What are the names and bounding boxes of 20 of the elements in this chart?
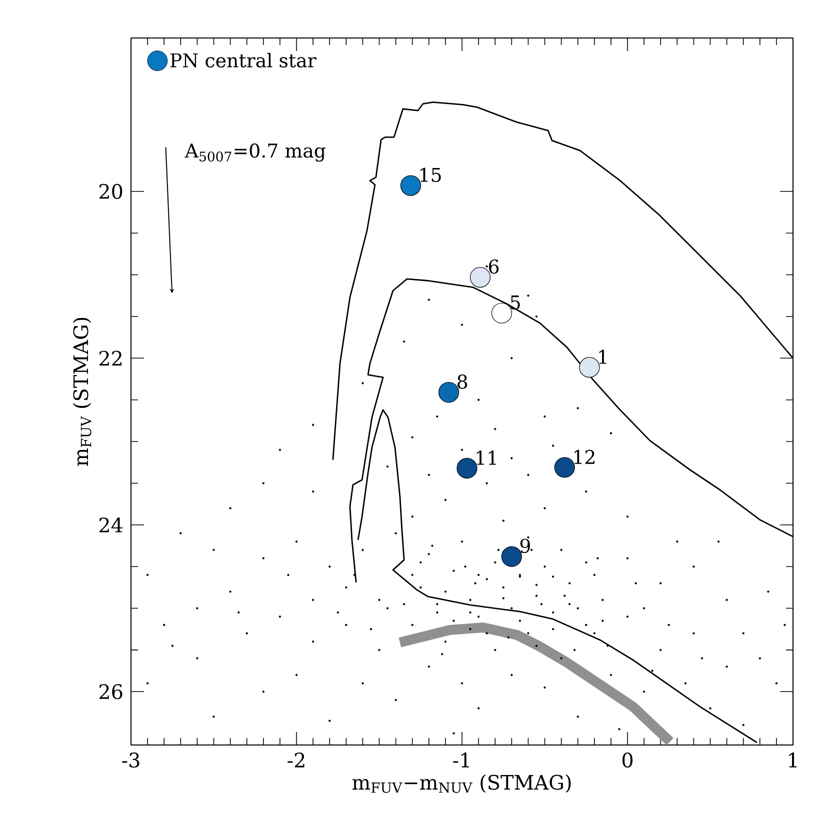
x-tick-label: -1 (453, 752, 469, 768)
annotation: 15 (420, 168, 441, 182)
x-tick-label: 0 (622, 752, 633, 768)
annotation: 12 (574, 450, 594, 464)
x-tick-label: -2 (288, 752, 304, 768)
x-tick-label: -3 (122, 752, 140, 768)
y-tick-label: 22 (99, 350, 122, 366)
annotation: 1 (599, 350, 606, 364)
annotation: 11 (476, 450, 496, 465)
legend-label: PN central star (170, 52, 316, 68)
y-tick-label: 20 (99, 184, 122, 199)
x-axis-title: m$_{FUV}$−m$_{NUV}$ (STMAG) (352, 774, 571, 793)
x-tick-label: 1 (789, 752, 797, 768)
annotation: 6 (488, 259, 499, 274)
annotation: 9 (520, 538, 530, 554)
y-tick-label: 26 (99, 684, 122, 700)
annotation: A$_{5007}$=0.7 mag (184, 143, 326, 162)
y-tick-label: 24 (99, 518, 122, 532)
annotation: 8 (458, 374, 468, 389)
y-axis-title: m$_{FUV}$ (STMAG) (72, 318, 92, 466)
